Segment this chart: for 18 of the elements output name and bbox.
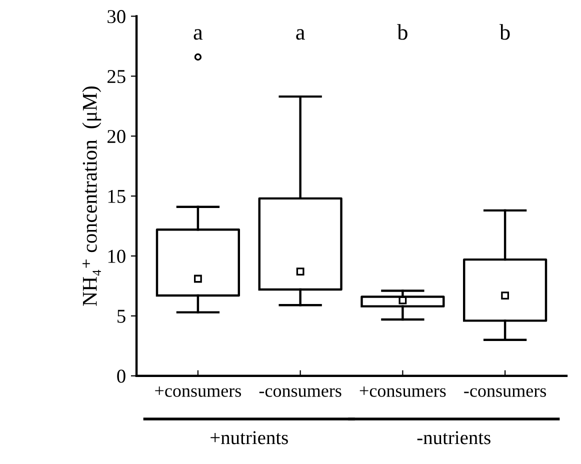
annotation: b bbox=[397, 24, 408, 40]
x-tick-label: +consumers bbox=[360, 386, 446, 397]
x-tick-label: +consumers bbox=[155, 386, 241, 397]
x-tick-label: -consumers bbox=[259, 388, 342, 397]
text: +nutrients bbox=[210, 431, 288, 444]
y-tick-label: 25 bbox=[108, 70, 126, 84]
y-tick-label: 15 bbox=[108, 190, 126, 203]
y-tick-label: 0 bbox=[117, 370, 126, 383]
y-axis-title: NH₄⁺ concentration (μM) bbox=[82, 86, 102, 306]
text: -nutrients bbox=[417, 431, 490, 444]
y-tick-label: 20 bbox=[108, 130, 126, 144]
y-tick-label: 5 bbox=[118, 310, 126, 323]
y-tick-label: 30 bbox=[108, 10, 126, 24]
annotation: a bbox=[296, 29, 305, 40]
annotation: a bbox=[194, 29, 203, 40]
y-tick-label: 10 bbox=[108, 250, 126, 263]
annotation: b bbox=[500, 24, 510, 40]
x-tick-label: -consumers bbox=[464, 388, 546, 397]
